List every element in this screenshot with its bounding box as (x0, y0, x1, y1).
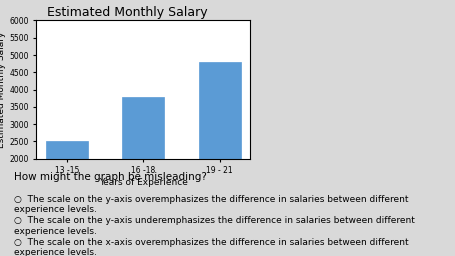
Text: ○  The scale on the y-axis underemphasizes the difference in salaries between di: ○ The scale on the y-axis underemphasize… (14, 216, 415, 236)
Bar (122, 97, 164, 228)
X-axis label: Years of Experience: Years of Experience (99, 178, 188, 187)
Text: How might the graph be misleading?: How might the graph be misleading? (14, 172, 207, 182)
Bar (46, 141, 88, 228)
Y-axis label: Estimated Monthly Salary: Estimated Monthly Salary (0, 31, 6, 148)
Text: Estimated Monthly Salary: Estimated Monthly Salary (47, 6, 208, 19)
Text: ○  The scale on the x-axis overemphasizes the difference in salaries between dif: ○ The scale on the x-axis overemphasizes… (14, 238, 408, 256)
Bar (198, 62, 241, 228)
Text: ○  The scale on the y-axis overemphasizes the difference in salaries between dif: ○ The scale on the y-axis overemphasizes… (14, 195, 408, 214)
